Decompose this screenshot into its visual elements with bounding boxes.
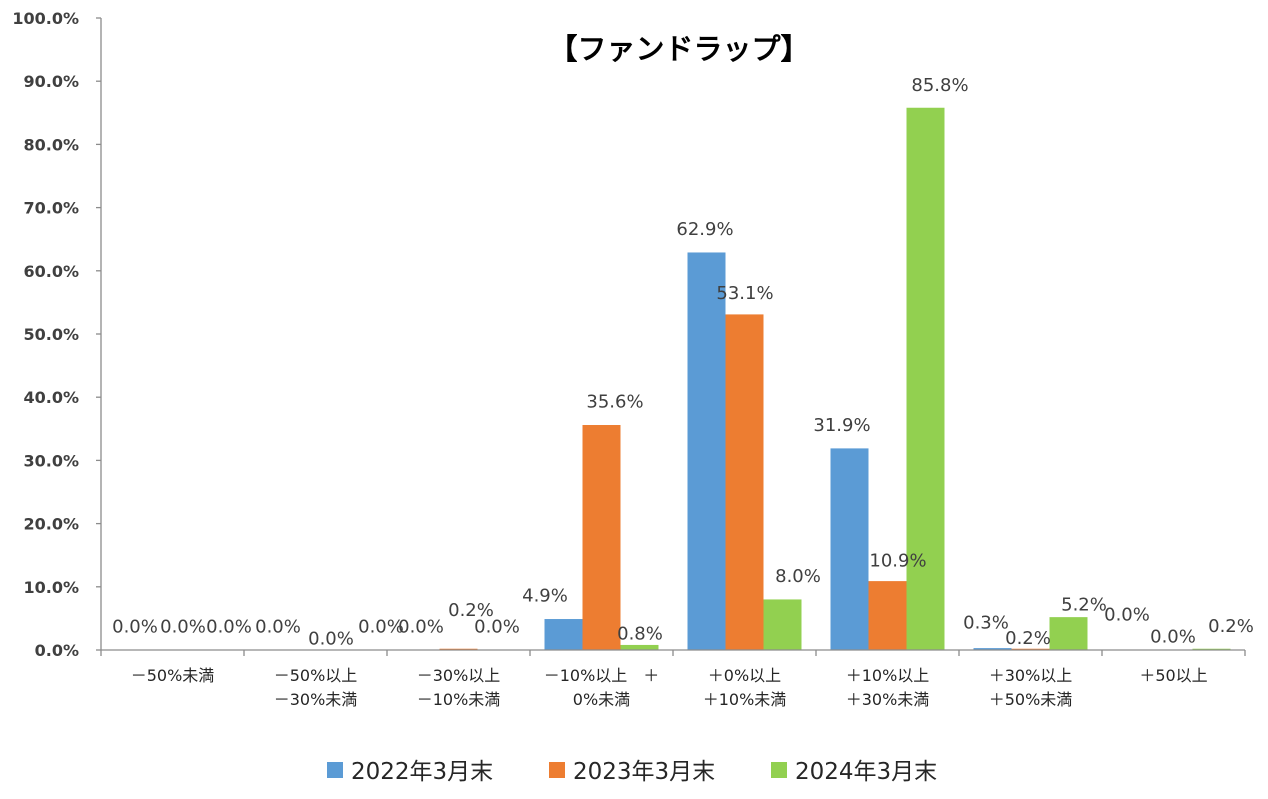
bar-series-2-category-5 bbox=[725, 314, 764, 650]
data-label-series-2-category-8: 0.0% bbox=[1150, 627, 1196, 648]
category-label-6-line-2: ＋30%未満 bbox=[846, 690, 930, 709]
chart-title: 【ファンドラップ】 bbox=[548, 32, 809, 66]
data-label-series-1-category-7: 0.3% bbox=[963, 613, 1009, 634]
y-tick-label-7: 70.0% bbox=[23, 199, 79, 218]
bar-series-3-category-7 bbox=[1049, 617, 1088, 650]
bar-series-1-category-7 bbox=[973, 648, 1012, 650]
data-label-series-3-category-1: 0.0% bbox=[206, 617, 252, 638]
category-labels: －50%未満 －50%以上 －30%未満 －30%以上 －10%未満 －10%以上 ＋ 0%… bbox=[131, 666, 1208, 709]
y-tick-label-0: 0.0% bbox=[35, 641, 79, 660]
data-label-series-1-category-1: 0.0% bbox=[112, 617, 158, 638]
y-tick-label-9: 90.0% bbox=[23, 72, 79, 91]
legend: 2022年3月末 2023年3月末 2024年3月末 bbox=[327, 759, 937, 785]
category-label-2-line-2: －30%未満 bbox=[274, 690, 358, 709]
bar-series-3-category-5 bbox=[763, 599, 802, 650]
data-label-series-1-category-2: 0.0% bbox=[255, 617, 301, 638]
category-label-7-line-2: ＋50%未満 bbox=[989, 690, 1073, 709]
data-label-series-2-category-3: 0.2% bbox=[448, 600, 494, 621]
data-label-series-3-category-7: 5.2% bbox=[1061, 595, 1107, 616]
category-label-5-line-1: ＋0%以上 bbox=[708, 666, 781, 685]
category-label-3-line-1: －30%以上 bbox=[417, 666, 501, 685]
data-label-series-1-category-6: 31.9% bbox=[813, 415, 870, 436]
bar-series-3-category-4 bbox=[620, 644, 659, 650]
bars bbox=[439, 107, 1231, 651]
legend-item-2023: 2023年3月末 bbox=[549, 759, 715, 785]
data-label-series-3-category-5: 8.0% bbox=[775, 566, 821, 587]
y-tick-label-1: 10.0% bbox=[23, 578, 79, 597]
x-axis-ticks bbox=[100, 650, 1246, 656]
category-label-4-line-2: 0%未満 bbox=[573, 690, 630, 709]
data-label-series-1-category-3: 0.0% bbox=[398, 617, 444, 638]
y-tick-label-4: 40.0% bbox=[23, 388, 79, 407]
legend-label-2023: 2023年3月末 bbox=[573, 759, 715, 785]
legend-swatch-2024 bbox=[771, 762, 787, 778]
bar-series-1-category-6 bbox=[830, 448, 869, 650]
legend-label-2024: 2024年3月末 bbox=[795, 759, 937, 785]
category-label-1-line-1: －50%未満 bbox=[131, 666, 215, 685]
category-label-7-line-1: ＋30%以上 bbox=[989, 666, 1073, 685]
legend-item-2024: 2024年3月末 bbox=[771, 759, 937, 785]
category-label-5-line-2: ＋10%未満 bbox=[703, 690, 787, 709]
axes bbox=[100, 18, 1245, 651]
data-label-series-2-category-5: 53.1% bbox=[716, 283, 773, 304]
data-label-series-1-category-4: 4.9% bbox=[522, 586, 568, 607]
y-tick-label-5: 50.0% bbox=[23, 325, 79, 344]
legend-label-2022: 2022年3月末 bbox=[351, 759, 493, 785]
data-label-series-1-category-8: 0.0% bbox=[1104, 605, 1150, 626]
data-label-series-3-category-8: 0.2% bbox=[1208, 616, 1254, 637]
y-tick-label-6: 60.0% bbox=[23, 262, 79, 281]
legend-swatch-2022 bbox=[327, 762, 343, 778]
bar-series-2-category-4 bbox=[582, 425, 621, 650]
bar-series-3-category-6 bbox=[906, 107, 945, 650]
bar-series-2-category-6 bbox=[868, 581, 907, 650]
y-axis-ticks: 0.0% 10.0% 20.0% 30.0% 40.0% 50.0% 60.0% 70.0% 8… bbox=[12, 9, 101, 660]
category-label-4-line-1: －10%以上 ＋ bbox=[544, 666, 660, 685]
category-label-3-line-2: －10%未満 bbox=[417, 690, 501, 709]
y-tick-label-10: 100.0% bbox=[12, 9, 79, 28]
data-label-series-2-category-6: 10.9% bbox=[869, 551, 926, 572]
data-label-series-2-category-1: 0.0% bbox=[160, 617, 206, 638]
category-label-8-line-1: ＋50以上 bbox=[1139, 666, 1207, 685]
data-label-series-2-category-7: 0.2% bbox=[1005, 628, 1051, 649]
data-label-series-2-category-4: 35.6% bbox=[586, 392, 643, 413]
y-tick-label-2: 20.0% bbox=[23, 515, 79, 534]
legend-item-2022: 2022年3月末 bbox=[327, 759, 493, 785]
y-tick-label-8: 80.0% bbox=[23, 135, 79, 154]
data-label-series-3-category-3: 0.0% bbox=[474, 617, 520, 638]
data-label-series-1-category-5: 62.9% bbox=[676, 219, 733, 240]
data-label-series-3-category-4: 0.8% bbox=[617, 623, 663, 644]
legend-swatch-2023 bbox=[549, 762, 565, 778]
bar-series-1-category-4 bbox=[544, 619, 583, 650]
data-label-series-3-category-6: 85.8% bbox=[911, 75, 968, 96]
bar-series-1-category-5 bbox=[687, 252, 726, 651]
category-label-2-line-1: －50%以上 bbox=[274, 666, 358, 685]
data-label-series-2-category-2: 0.0% bbox=[308, 629, 354, 650]
category-label-6-line-1: ＋10%以上 bbox=[846, 666, 930, 685]
data-labels: 0.0% 0.0% 0.0%4.9%62.9%31.9%0.3% 0.0%0.0%0.… bbox=[112, 75, 1254, 649]
y-tick-label-3: 30.0% bbox=[23, 451, 79, 470]
data-label-series-3-category-2: 0.0% bbox=[358, 617, 404, 638]
